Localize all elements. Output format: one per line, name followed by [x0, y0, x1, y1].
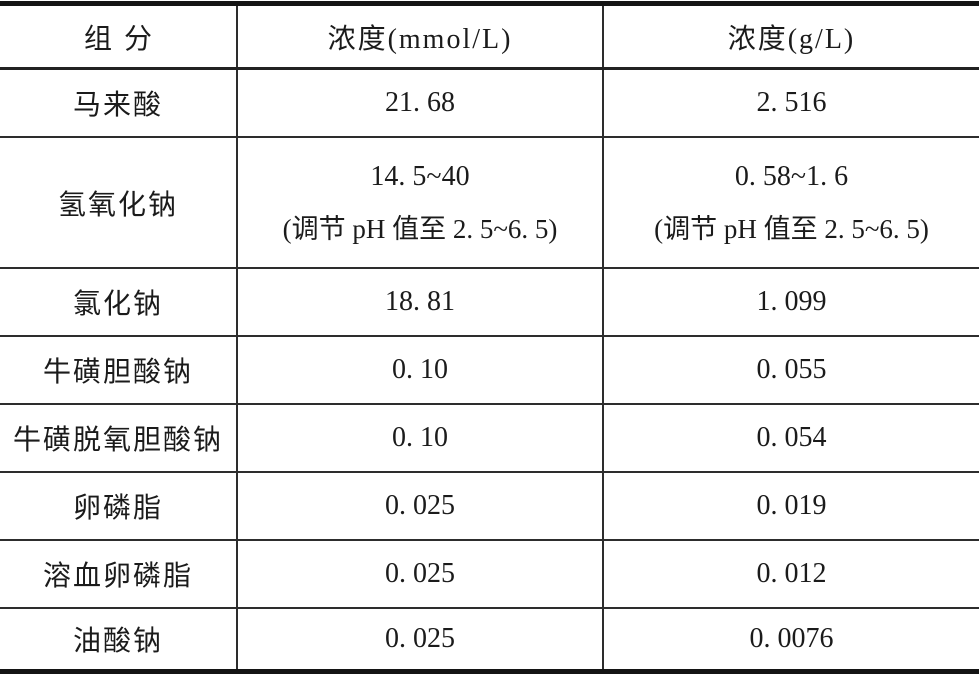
component-cell: 油酸钠 [0, 608, 237, 672]
g-cell: 2. 516 [602, 68, 979, 138]
mmol-cell: 18. 81 [236, 268, 603, 337]
g-value: 0. 054 [756, 422, 827, 453]
g-cell: 1. 099 [602, 268, 979, 337]
g-cell: 0. 019 [602, 472, 979, 541]
mmol-value: 18. 81 [385, 286, 455, 317]
mmol-value: 21. 68 [385, 87, 455, 118]
component-name: 溶血卵磷脂 [42, 561, 193, 592]
mmol-cell: 0. 10 [236, 336, 603, 405]
component-name: 牛磺脱氧胆酸钠 [12, 425, 223, 456]
table-header-row: 组分 浓度(mmol/L) 浓度(g/L) [0, 3, 979, 70]
header-label-mmol: 浓度(mmol/L) [327, 23, 513, 55]
component-cell: 氢氧化钠 [0, 137, 237, 269]
mmol-value: 0. 025 [385, 490, 455, 521]
g-value: 0. 58~1. 6 [734, 160, 849, 192]
component-name: 氢氧化钠 [57, 189, 178, 221]
mmol-cell: 0. 10 [236, 404, 603, 473]
mmol-value: 0. 10 [392, 422, 448, 453]
g-value: 0. 012 [756, 558, 827, 589]
g-cell: 0. 012 [602, 540, 979, 609]
mmol-cell: 0. 025 [236, 472, 603, 541]
component-name: 氯化钠 [72, 289, 163, 320]
component-name: 马来酸 [72, 90, 163, 121]
g-cell: 0. 055 [602, 336, 979, 405]
mmol-cell: 0. 025 [236, 540, 603, 609]
table-row: 氢氧化钠 14. 5~40 (调节 pH 值至 2. 5~6. 5) 0. 58… [0, 137, 979, 269]
component-cell: 牛磺胆酸钠 [0, 336, 237, 405]
g-cell: 0. 58~1. 6 (调节 pH 值至 2. 5~6. 5) [602, 137, 979, 269]
header-cell-component: 组分 [0, 3, 237, 70]
mmol-value: 0. 025 [385, 558, 455, 589]
header-label-component: 组分 [83, 23, 164, 55]
g-value: 0. 0076 [749, 623, 834, 654]
g-value: 1. 099 [756, 286, 827, 317]
g-cell: 0. 054 [602, 404, 979, 473]
table-row: 氯化钠 18. 81 1. 099 [0, 268, 979, 337]
g-cell: 0. 0076 [602, 608, 979, 672]
mmol-value: 14. 5~40 [370, 160, 470, 192]
mmol-cell: 0. 025 [236, 608, 603, 672]
component-cell: 卵磷脂 [0, 472, 237, 541]
table-row: 溶血卵磷脂 0. 025 0. 012 [0, 540, 979, 609]
component-cell: 氯化钠 [0, 268, 237, 337]
header-label-g: 浓度(g/L) [727, 23, 856, 55]
g-value: 0. 055 [756, 354, 827, 385]
header-cell-mmol: 浓度(mmol/L) [236, 3, 603, 70]
component-cell: 马来酸 [0, 68, 237, 138]
g-value: 2. 516 [756, 87, 827, 118]
g-value: 0. 019 [756, 490, 827, 521]
component-name: 油酸钠 [72, 626, 163, 657]
table-row: 油酸钠 0. 025 0. 0076 [0, 608, 979, 672]
table-row: 卵磷脂 0. 025 0. 019 [0, 472, 979, 541]
mmol-value: 0. 10 [392, 354, 448, 385]
component-cell: 牛磺脱氧胆酸钠 [0, 404, 237, 473]
table-row: 马来酸 21. 68 2. 516 [0, 68, 979, 138]
component-cell: 溶血卵磷脂 [0, 540, 237, 609]
mmol-cell: 21. 68 [236, 68, 603, 138]
mmol-cell: 14. 5~40 (调节 pH 值至 2. 5~6. 5) [236, 137, 603, 269]
mmol-ph-note: (调节 pH 值至 2. 5~6. 5) [282, 213, 558, 244]
table-row: 牛磺胆酸钠 0. 10 0. 055 [0, 336, 979, 405]
mmol-value: 0. 025 [385, 623, 455, 654]
header-cell-g: 浓度(g/L) [602, 3, 979, 70]
component-name: 牛磺胆酸钠 [42, 357, 193, 388]
component-name: 卵磷脂 [72, 493, 163, 524]
table-row: 牛磺脱氧胆酸钠 0. 10 0. 054 [0, 404, 979, 473]
g-ph-note: (调节 pH 值至 2. 5~6. 5) [654, 213, 929, 244]
